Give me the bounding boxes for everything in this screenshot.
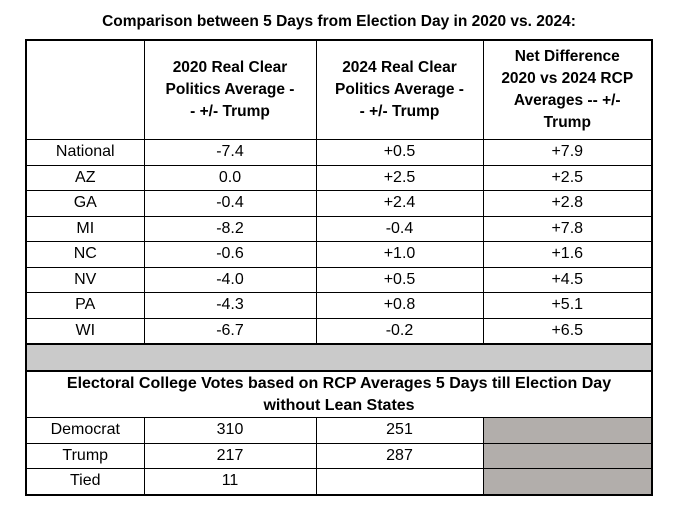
- value-cell-net: +2.5: [482, 164, 653, 191]
- value-cell-net: +1.6: [482, 241, 653, 268]
- ec-votes-2024: 251: [315, 417, 484, 444]
- ec-votes-2024: 287: [315, 442, 484, 469]
- header-line: Politics Average -: [335, 81, 464, 98]
- header-2020-rcp: 2020 Real Clear Politics Average - - +/-…: [143, 39, 317, 140]
- header-line: - +/- Trump: [359, 103, 440, 120]
- value-cell-2020: -4.0: [143, 266, 317, 293]
- value-cell-2020: 0.0: [143, 164, 317, 191]
- value-cell-2024: +0.5: [315, 139, 484, 166]
- header-line: Averages -- +/-: [513, 92, 621, 109]
- ec-title-row: Electoral College Votes based on RCP Ave…: [25, 370, 653, 418]
- value-cell-2020: -0.4: [143, 190, 317, 217]
- header-line: Net Difference: [514, 48, 620, 65]
- value-cell-2024: +0.8: [315, 292, 484, 319]
- value-cell-2020: -6.7: [143, 317, 317, 345]
- table-row-az: AZ 0.0 +2.5 +2.5: [25, 164, 653, 191]
- ec-section-title: Electoral College Votes based on RCP Ave…: [25, 370, 653, 418]
- party-cell: Tied: [25, 468, 145, 495]
- value-cell-net: +4.5: [482, 266, 653, 293]
- value-cell-2024: +1.0: [315, 241, 484, 268]
- header-line: Trump: [543, 114, 591, 131]
- region-cell: PA: [25, 292, 145, 319]
- value-cell-2020: -4.3: [143, 292, 317, 319]
- page-title: Comparison between 5 Days from Election …: [102, 13, 576, 30]
- region-cell: National: [25, 139, 145, 166]
- ec-votes-2020: 11: [143, 468, 317, 495]
- separator-row: [25, 343, 653, 372]
- header-line: - +/- Trump: [190, 103, 270, 120]
- value-cell-net: +2.8: [482, 190, 653, 217]
- header-line: 2020 Real Clear: [172, 59, 288, 76]
- value-cell-2024: +2.4: [315, 190, 484, 217]
- header-net-difference: Net Difference 2020 vs 2024 RCP Averages…: [482, 39, 653, 140]
- ec-title-line: Electoral College Votes based on RCP Ave…: [66, 374, 612, 392]
- table-row-national: National -7.4 +0.5 +7.9: [25, 139, 653, 166]
- table-row-nv: NV -4.0 +0.5 +4.5: [25, 266, 653, 293]
- table-row-nc: NC -0.6 +1.0 +1.6: [25, 241, 653, 268]
- value-cell-2020: -0.6: [143, 241, 317, 268]
- value-cell-net: +7.9: [482, 139, 653, 166]
- value-cell-2024: -0.4: [315, 215, 484, 242]
- ec-votes-2020: 217: [143, 442, 317, 469]
- ec-row-tied: Tied 11: [25, 468, 653, 495]
- table-row-ga: GA -0.4 +2.4 +2.8: [25, 190, 653, 217]
- value-cell-2024: +0.5: [315, 266, 484, 293]
- value-cell-net: +7.8: [482, 215, 653, 242]
- party-cell: Democrat: [25, 417, 145, 444]
- header-region-blank: [25, 39, 145, 140]
- comparison-table: 2020 Real Clear Politics Average - - +/-…: [25, 39, 653, 496]
- blocked-cell: [482, 442, 653, 469]
- value-cell-2020: -7.4: [143, 139, 317, 166]
- party-cell: Trump: [25, 442, 145, 469]
- region-cell: AZ: [25, 164, 145, 191]
- blocked-cell: [482, 468, 653, 495]
- region-cell: NV: [25, 266, 145, 293]
- value-cell-net: +6.5: [482, 317, 653, 345]
- ec-title-line: without Lean States: [263, 396, 415, 414]
- ec-votes-2024: [315, 468, 484, 495]
- header-line: Politics Average -: [165, 81, 295, 98]
- ec-votes-2020: 310: [143, 417, 317, 444]
- region-cell: MI: [25, 215, 145, 242]
- header-line: 2020 vs 2024 RCP: [501, 70, 634, 87]
- table-row-mi: MI -8.2 -0.4 +7.8: [25, 215, 653, 242]
- table-row-pa: PA -4.3 +0.8 +5.1: [25, 292, 653, 319]
- separator-cell: [25, 343, 653, 372]
- ec-row-trump: Trump 217 287: [25, 442, 653, 469]
- value-cell-2020: -8.2: [143, 215, 317, 242]
- header-line: 2024 Real Clear: [342, 59, 457, 76]
- value-cell-2024: -0.2: [315, 317, 484, 345]
- table-row-wi: WI -6.7 -0.2 +6.5: [25, 317, 653, 345]
- region-cell: NC: [25, 241, 145, 268]
- header-2024-rcp: 2024 Real Clear Politics Average - - +/-…: [315, 39, 484, 140]
- value-cell-net: +5.1: [482, 292, 653, 319]
- header-row: 2020 Real Clear Politics Average - - +/-…: [25, 39, 653, 140]
- region-cell: GA: [25, 190, 145, 217]
- ec-row-democrat: Democrat 310 251: [25, 417, 653, 444]
- region-cell: WI: [25, 317, 145, 345]
- blocked-cell: [482, 417, 653, 444]
- value-cell-2024: +2.5: [315, 164, 484, 191]
